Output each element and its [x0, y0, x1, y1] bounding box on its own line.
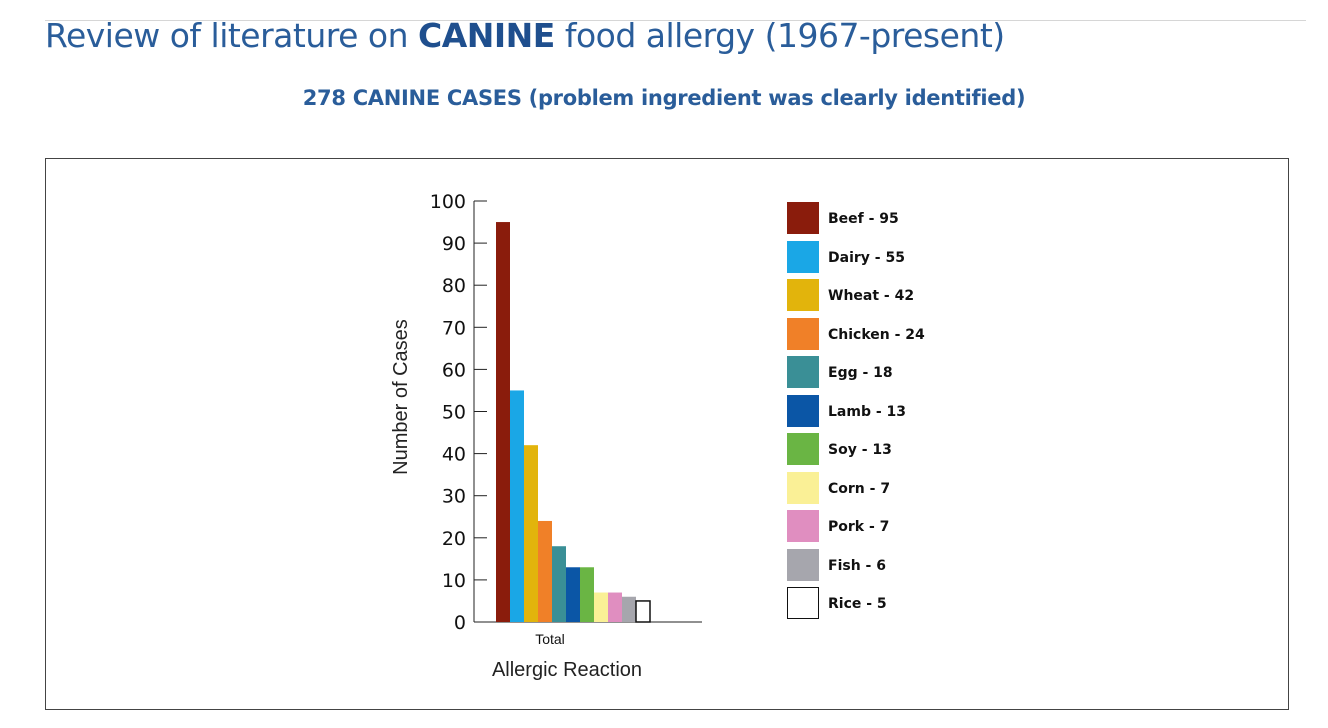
- bar-rice: [635, 600, 651, 623]
- page-title: Review of literature on CANINE food alle…: [45, 16, 1005, 55]
- legend-swatch: [787, 510, 819, 542]
- legend-swatch: [787, 472, 819, 504]
- chart-subtitle: 278 CANINE CASES (problem ingredient was…: [302, 86, 1026, 110]
- legend-swatch: [787, 318, 819, 350]
- y-tick-label: 30: [442, 486, 466, 508]
- legend-label: Soy - 13: [828, 442, 892, 458]
- bar-corn: [594, 592, 608, 622]
- bar-chicken: [538, 520, 552, 622]
- legend-item-chicken: Chicken - 24: [787, 318, 987, 352]
- legend-label: Chicken - 24: [828, 327, 925, 343]
- bar-egg: [552, 546, 566, 622]
- title-suffix: food allergy (1967-present): [564, 16, 1005, 55]
- legend-swatch: [787, 395, 819, 427]
- x-axis-title: Allergic Reaction: [492, 659, 642, 681]
- y-axis-title: Number of Cases: [390, 319, 412, 475]
- y-tick-label: 70: [442, 317, 466, 339]
- legend-label: Dairy - 55: [828, 250, 905, 266]
- bar-dairy: [510, 390, 524, 622]
- legend-swatch: [787, 202, 819, 234]
- legend-swatch: [787, 587, 819, 619]
- legend-item-egg: Egg - 18: [787, 356, 987, 390]
- title-prefix: Review of literature on: [45, 16, 409, 55]
- y-tick-label: 80: [442, 275, 466, 297]
- bar-pork: [608, 592, 622, 622]
- legend-swatch: [787, 356, 819, 388]
- legend-item-corn: Corn - 7: [787, 472, 987, 506]
- legend-swatch: [787, 549, 819, 581]
- legend-label: Fish - 6: [828, 558, 886, 574]
- legend-item-rice: Rice - 5: [787, 587, 987, 621]
- legend-swatch: [787, 433, 819, 465]
- legend-item-dairy: Dairy - 55: [787, 241, 987, 275]
- bar-wheat: [524, 445, 538, 622]
- legend-label: Pork - 7: [828, 519, 890, 535]
- y-tick-label: 90: [442, 233, 466, 255]
- legend-label: Wheat - 42: [828, 288, 915, 304]
- legend-item-pork: Pork - 7: [787, 510, 987, 544]
- legend-item-fish: Fish - 6: [787, 549, 987, 583]
- legend-swatch: [787, 241, 819, 273]
- bar-fish: [622, 596, 636, 622]
- y-tick-label: 10: [442, 570, 466, 592]
- title-strong: CANINE: [418, 16, 555, 55]
- legend-swatch: [787, 279, 819, 311]
- legend-item-beef: Beef - 95: [787, 202, 987, 236]
- bar-beef: [496, 222, 510, 623]
- legend-label: Egg - 18: [828, 365, 893, 381]
- bar-lamb: [566, 567, 580, 622]
- legend-label: Lamb - 13: [828, 404, 907, 420]
- y-tick-label: 0: [454, 612, 466, 634]
- legend-label: Rice - 5: [828, 596, 887, 612]
- y-tick-label: 100: [430, 191, 466, 213]
- legend-item-soy: Soy - 13: [787, 433, 987, 467]
- legend-item-lamb: Lamb - 13: [787, 395, 987, 429]
- y-tick-label: 60: [442, 359, 466, 381]
- chart-frame: [45, 158, 1289, 710]
- legend-item-wheat: Wheat - 42: [787, 279, 987, 313]
- y-tick-label: 40: [442, 444, 466, 466]
- x-category-label: Total: [535, 631, 565, 647]
- y-tick-label: 50: [442, 402, 466, 424]
- legend-label: Corn - 7: [828, 481, 891, 497]
- legend-label: Beef - 95: [828, 211, 899, 227]
- y-tick-label: 20: [442, 528, 466, 550]
- bar-soy: [580, 567, 594, 622]
- top-divider: [45, 20, 1306, 21]
